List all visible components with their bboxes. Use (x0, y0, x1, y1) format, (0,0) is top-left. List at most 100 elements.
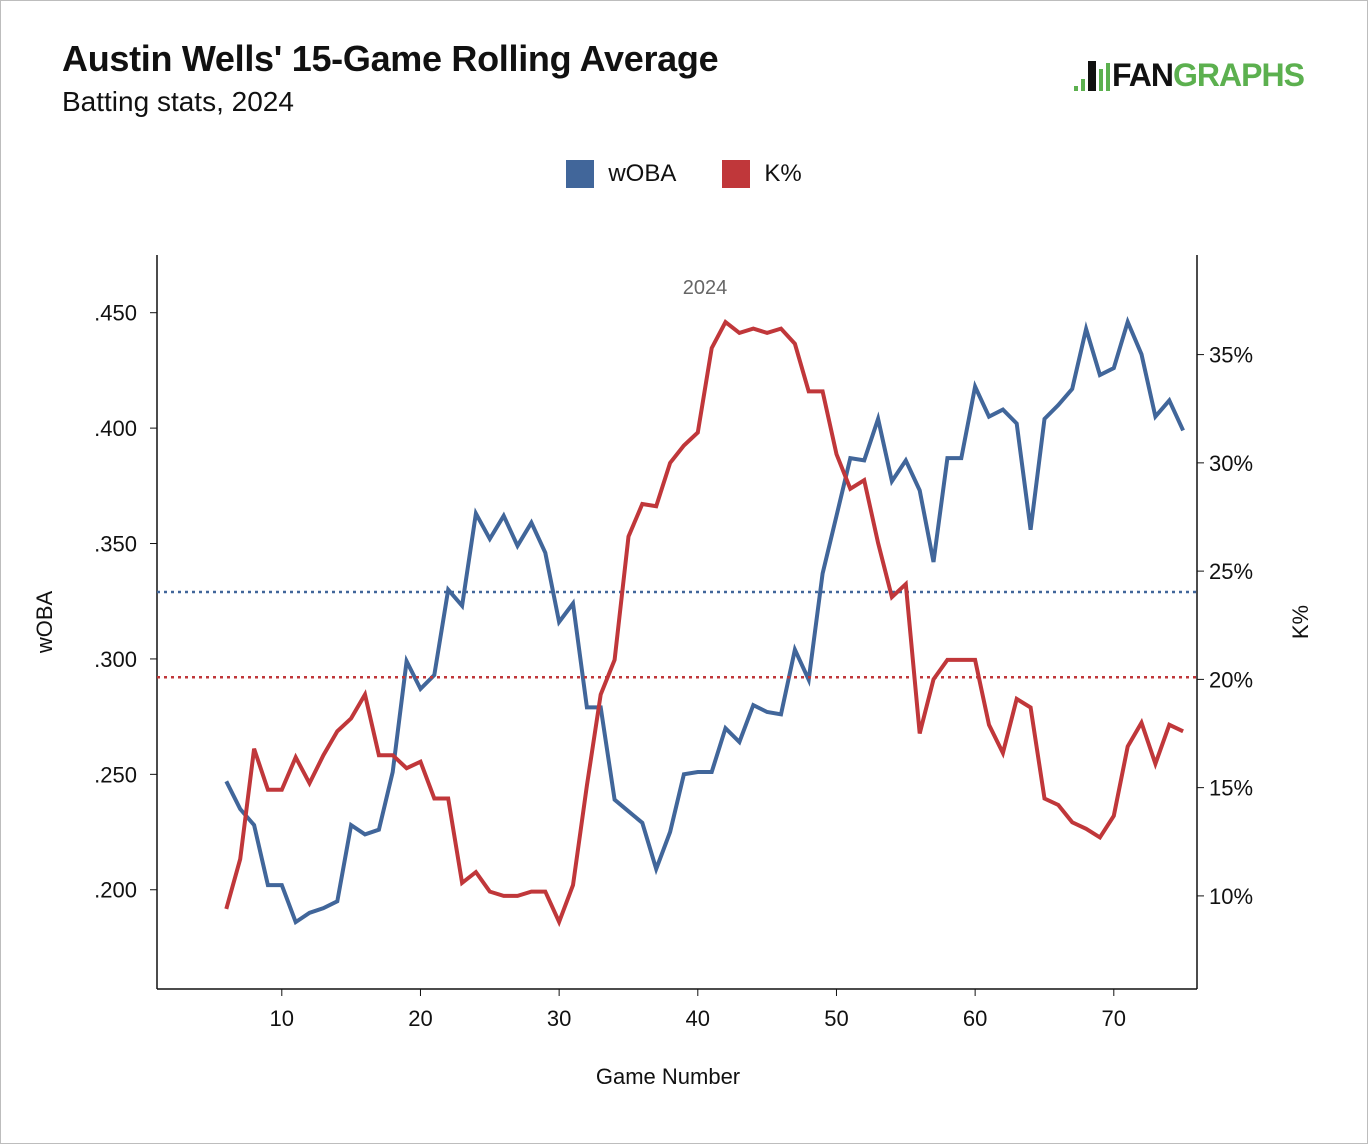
data-point-woba (488, 537, 492, 541)
data-point-k-pct (585, 783, 589, 787)
data-point-woba (585, 705, 589, 709)
data-point-k-pct (1112, 814, 1116, 818)
y-right-axis-label: K% (1288, 605, 1313, 639)
data-point-woba (1167, 398, 1171, 402)
x-tick-label: 60 (963, 1006, 987, 1031)
data-point-k-pct (751, 327, 755, 331)
data-point-woba (626, 809, 630, 813)
data-point-woba (321, 906, 325, 910)
data-point-k-pct (932, 677, 936, 681)
data-point-k-pct (945, 658, 949, 662)
data-point-woba (224, 779, 228, 783)
data-point-woba (1056, 403, 1060, 407)
y-right-tick-label: 25% (1209, 559, 1253, 584)
data-point-k-pct (834, 452, 838, 456)
data-point-k-pct (405, 766, 409, 770)
data-point-woba (1015, 421, 1019, 425)
data-point-woba (294, 920, 298, 924)
data-point-k-pct (238, 857, 242, 861)
data-point-k-pct (1167, 723, 1171, 727)
data-point-woba (973, 385, 977, 389)
x-tick-label: 20 (408, 1006, 432, 1031)
data-point-woba (779, 712, 783, 716)
data-point-k-pct (599, 693, 603, 697)
data-point-k-pct (349, 716, 353, 720)
data-point-k-pct (460, 881, 464, 885)
logo-bars-icon (1074, 61, 1110, 91)
data-point-woba (571, 602, 575, 606)
data-point-k-pct (696, 431, 700, 435)
x-tick-label: 10 (270, 1006, 294, 1031)
data-point-woba (862, 458, 866, 462)
legend-label-woba: wOBA (608, 160, 677, 187)
data-point-woba (516, 544, 520, 548)
data-point-woba (1070, 387, 1074, 391)
y-right-tick-label: 35% (1209, 343, 1253, 368)
data-point-woba (640, 821, 644, 825)
chart-subtitle: Batting stats, 2024 (62, 86, 294, 117)
data-point-woba (904, 458, 908, 462)
data-point-woba (266, 883, 270, 887)
data-point-k-pct (779, 327, 783, 331)
data-point-k-pct (710, 346, 714, 350)
data-point-k-pct (862, 478, 866, 482)
data-point-k-pct (557, 920, 561, 924)
data-point-woba (446, 588, 450, 592)
data-point-k-pct (474, 870, 478, 874)
y-left-tick-label: .400 (94, 416, 137, 441)
data-point-k-pct (1070, 820, 1074, 824)
data-point-woba (418, 687, 422, 691)
chart-annotation: 2024 (683, 277, 728, 299)
data-point-k-pct (613, 658, 617, 662)
y-left-axis-label: wOBA (32, 591, 57, 655)
data-point-woba (377, 828, 381, 832)
y-right-tick-label: 10% (1209, 884, 1253, 909)
data-point-woba (654, 867, 658, 871)
data-point-k-pct (488, 890, 492, 894)
data-point-k-pct (321, 753, 325, 757)
data-point-woba (1140, 352, 1144, 356)
data-point-k-pct (446, 796, 450, 800)
data-point-k-pct (848, 487, 852, 491)
y-left-tick-label: .250 (94, 762, 137, 787)
y-left-tick-label: .200 (94, 878, 137, 903)
data-point-woba (543, 551, 547, 555)
data-point-k-pct (959, 658, 963, 662)
data-point-woba (848, 456, 852, 460)
data-point-k-pct (1084, 827, 1088, 831)
data-point-woba (1126, 320, 1130, 324)
data-point-woba (252, 823, 256, 827)
x-tick-label: 50 (824, 1006, 848, 1031)
data-point-k-pct (890, 595, 894, 599)
data-point-k-pct (377, 753, 381, 757)
x-tick-label: 70 (1102, 1006, 1126, 1031)
data-point-woba (793, 648, 797, 652)
legend-label-k-pct: K% (764, 160, 802, 187)
data-point-woba (613, 798, 617, 802)
data-point-woba (238, 807, 242, 811)
data-point-k-pct (1140, 721, 1144, 725)
data-point-woba (308, 911, 312, 915)
data-point-woba (391, 770, 395, 774)
data-point-woba (945, 456, 949, 460)
fangraphs-logo: FANGRAPHS (1074, 55, 1305, 91)
data-point-k-pct (266, 788, 270, 792)
data-point-woba (557, 620, 561, 624)
data-point-woba (335, 899, 339, 903)
data-point-woba (280, 883, 284, 887)
data-point-k-pct (252, 747, 256, 751)
data-point-woba (696, 770, 700, 774)
y-left-tick-label: .450 (94, 301, 137, 326)
data-point-k-pct (224, 907, 228, 911)
data-point-k-pct (626, 534, 630, 538)
data-point-woba (349, 823, 353, 827)
data-point-woba (918, 488, 922, 492)
data-point-k-pct (432, 796, 436, 800)
legend-swatch-k-pct (722, 160, 751, 188)
y-right-tick-label: 15% (1209, 776, 1253, 801)
data-point-k-pct (1098, 835, 1102, 839)
data-point-k-pct (418, 760, 422, 764)
data-point-k-pct (280, 788, 284, 792)
data-point-k-pct (807, 389, 811, 393)
